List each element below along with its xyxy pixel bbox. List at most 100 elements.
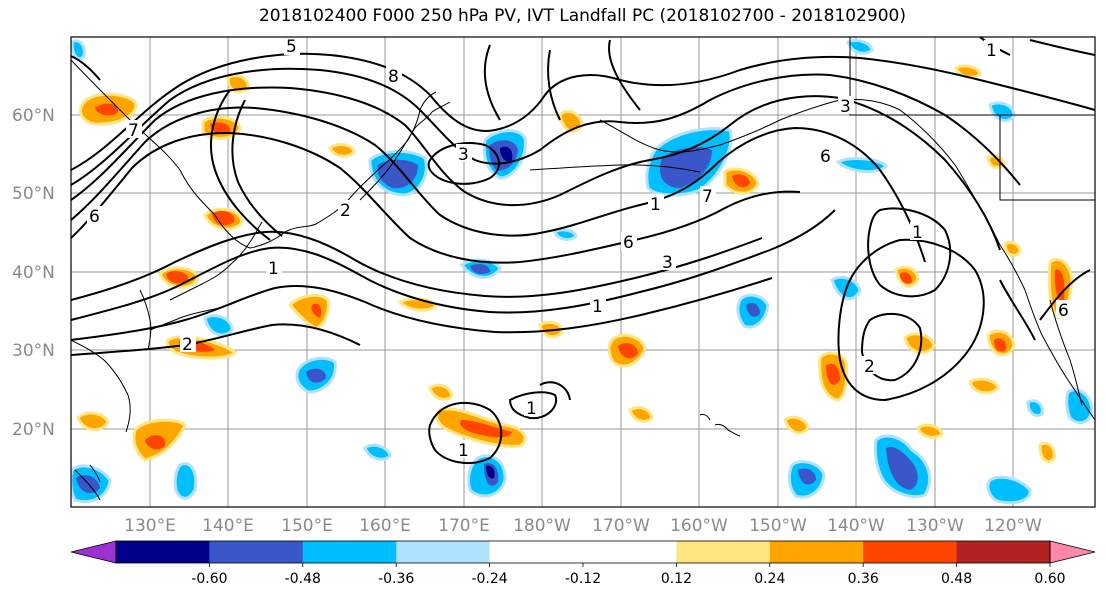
contour-label: 7 <box>702 187 713 207</box>
lon-label: 140°E <box>202 516 254 536</box>
pv-blob <box>71 39 86 61</box>
contour-line <box>71 67 1021 186</box>
pv-blob <box>916 423 944 439</box>
pv-blob <box>203 314 234 337</box>
pv-blob <box>783 415 810 435</box>
pv-blob <box>900 272 912 284</box>
pv-blob <box>1003 240 1022 257</box>
pv-blob <box>306 368 326 383</box>
contour-label: 6 <box>1058 301 1069 321</box>
pv-blob <box>363 443 392 461</box>
pv-blob <box>846 38 874 55</box>
pv-blob <box>994 338 1007 352</box>
lon-label: 140°W <box>827 516 885 536</box>
colorbar-segment <box>583 541 677 563</box>
colorbar-segment <box>396 541 491 563</box>
pv-blob <box>460 420 512 438</box>
colorbar-tick-label: -0.48 <box>285 571 321 587</box>
contour-label: 3 <box>840 97 851 117</box>
lat-label: 20°N <box>12 420 55 440</box>
lon-label: 150°W <box>749 516 807 536</box>
aleutian-islands <box>529 164 701 173</box>
contour-line <box>539 381 571 401</box>
lat-label: 60°N <box>12 106 55 126</box>
contour-line <box>209 89 271 241</box>
pv-blob <box>95 103 119 116</box>
contour-label: 2 <box>864 357 875 377</box>
contour-label: 2 <box>340 201 351 221</box>
contour-line <box>1029 39 1095 56</box>
lat-label: 40°N <box>12 263 55 283</box>
pv-positive-anomalies <box>76 64 1074 463</box>
colorbar-tick-label: -0.24 <box>471 571 507 587</box>
colorbar-segment <box>769 541 864 563</box>
colorbar-segment <box>956 541 1051 563</box>
pv-blob <box>558 110 584 133</box>
map-frame <box>70 36 1096 508</box>
pv-blob <box>988 101 1016 123</box>
contour-label: 3 <box>458 145 469 165</box>
contour-label: 1 <box>458 441 469 461</box>
contour-label: 6 <box>820 147 831 167</box>
map-title: 2018102400 F000 250 hPa PV, IVT Landfall… <box>258 6 906 26</box>
colorbar-extend-min <box>70 540 117 564</box>
contour-label: 6 <box>89 207 100 227</box>
contour-labels: 5 8 6 3 6 7 3 1 6 3 1 2 2 1 <box>87 37 1072 461</box>
pv-blob <box>660 147 712 188</box>
colorbar-tick-label: -0.12 <box>565 571 601 587</box>
lat-label: 30°N <box>12 341 55 361</box>
pv-blob <box>628 406 654 423</box>
contour-line <box>71 230 763 301</box>
contour-label: 1 <box>268 259 279 279</box>
contour-line <box>71 86 1001 251</box>
lon-label: 170°E <box>438 516 490 536</box>
pv-blob <box>428 383 454 401</box>
pv-blob <box>486 465 495 479</box>
colorbar-tick-label: -0.60 <box>191 571 227 587</box>
philippines <box>74 464 101 501</box>
colorbar-tick-label: 0.60 <box>1034 571 1065 587</box>
contour-line <box>867 207 952 298</box>
pv-blob <box>76 411 110 432</box>
pv-blob <box>1065 388 1094 425</box>
colorbar-tick-label: 0.12 <box>661 571 692 587</box>
colorbar-ticks: -0.60 -0.48 -0.36 -0.24 -0.12 0.12 0.24 0.36 0.4… <box>191 563 1066 587</box>
canada-border-2 <box>999 115 1095 201</box>
pv-blob <box>618 343 638 359</box>
pv-blob <box>210 122 231 134</box>
contour-line <box>71 131 801 264</box>
canada-border <box>849 37 1095 116</box>
contour-label: 1 <box>526 399 537 419</box>
contour-label: 5 <box>286 37 297 57</box>
contour-label: 1 <box>592 297 603 317</box>
pv-blob <box>212 211 235 226</box>
contour-line <box>483 44 501 121</box>
pv-blob <box>287 293 330 330</box>
pv-blob <box>798 468 816 485</box>
latitude-labels: 60°N 50°N 40°N 30°N 20°N <box>12 106 55 440</box>
pv-blob <box>500 146 513 162</box>
contour-line <box>608 39 641 111</box>
lon-label: 160°W <box>670 516 728 536</box>
pv-blob <box>328 143 356 158</box>
contour-label: 1 <box>986 41 997 61</box>
contour-line <box>547 49 561 121</box>
lat-label: 50°N <box>12 184 55 204</box>
contour-line <box>860 312 923 382</box>
lon-label: 130°E <box>124 516 176 536</box>
pv-blob <box>826 363 840 385</box>
colorbar-tick-label: -0.36 <box>378 571 414 587</box>
pv-blob <box>311 303 322 318</box>
contour-line <box>428 402 503 465</box>
contour-line <box>71 209 836 321</box>
colorbar-segment <box>116 541 210 563</box>
kamchatka-coast <box>359 101 451 201</box>
pv-blob <box>746 302 760 317</box>
china-coast <box>71 339 131 433</box>
pv-blob <box>470 264 490 274</box>
contour-label: 8 <box>388 67 399 87</box>
contour-line <box>1039 269 1091 321</box>
colorbar-segment <box>209 541 304 563</box>
pv-blob <box>173 462 198 500</box>
contour-line <box>71 55 101 81</box>
